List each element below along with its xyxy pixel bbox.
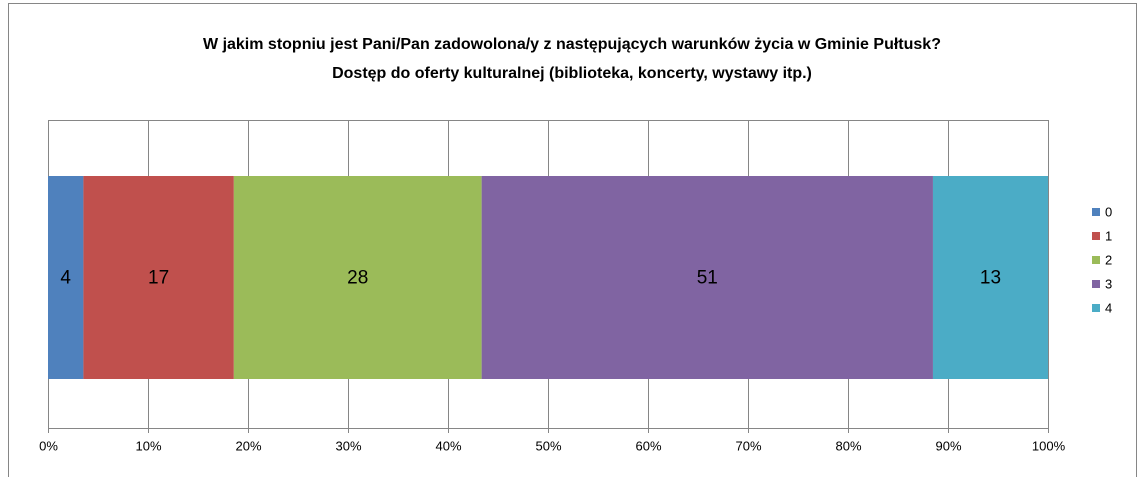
bar-segment xyxy=(481,176,933,379)
x-tick-label: 10% xyxy=(135,438,161,453)
x-tick-label: 100% xyxy=(1032,438,1066,453)
legend-label: 1 xyxy=(1105,228,1112,243)
legend-swatch xyxy=(1092,256,1100,264)
legend-label: 0 xyxy=(1105,204,1112,219)
legend-label: 4 xyxy=(1105,300,1112,315)
legend-swatch xyxy=(1092,304,1100,312)
data-label: 28 xyxy=(347,268,368,289)
data-label: 51 xyxy=(697,268,718,289)
data-label: 4 xyxy=(60,268,71,289)
x-tick-label: 0% xyxy=(39,438,58,453)
data-label: 13 xyxy=(980,268,1001,289)
x-tick-label: 20% xyxy=(235,438,261,453)
data-label: 17 xyxy=(148,268,169,289)
legend-label: 3 xyxy=(1105,276,1112,291)
legend-swatch xyxy=(1092,208,1100,216)
chart-title: W jakim stopniu jest Pani/Pan zadowolona… xyxy=(203,36,941,53)
x-tick-label: 70% xyxy=(735,438,761,453)
chart-subtitle: Dostęp do oferty kulturalnej (biblioteka… xyxy=(332,65,812,82)
x-tick-label: 30% xyxy=(335,438,361,453)
x-tick-label: 50% xyxy=(535,438,561,453)
x-tick-label: 90% xyxy=(935,438,961,453)
x-tick-label: 80% xyxy=(835,438,861,453)
bar-segment xyxy=(48,176,84,379)
bar-segment xyxy=(83,176,234,379)
legend-label: 2 xyxy=(1105,252,1112,267)
legend-swatch xyxy=(1092,280,1100,288)
legend-swatch xyxy=(1092,232,1100,240)
bar-segment xyxy=(233,176,482,379)
bar-segment xyxy=(932,176,1048,379)
x-tick-label: 60% xyxy=(635,438,661,453)
x-tick-label: 40% xyxy=(435,438,461,453)
